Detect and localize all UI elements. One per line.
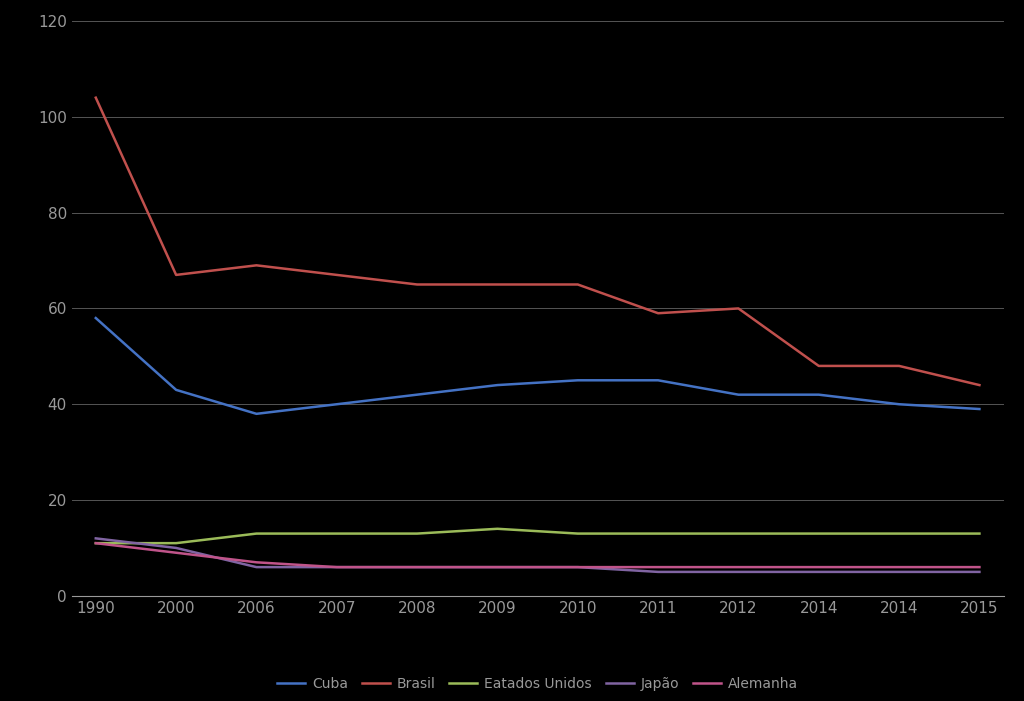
Cuba	[893, 400, 905, 409]
Brasil	[170, 271, 182, 279]
Alemanha	[90, 539, 102, 547]
Eatados Unidos	[571, 529, 584, 538]
Eatados Unidos	[90, 539, 102, 547]
Japão	[973, 568, 985, 576]
Japão	[652, 568, 665, 576]
Cuba	[170, 386, 182, 394]
Eatados Unidos	[732, 529, 744, 538]
Eatados Unidos	[411, 529, 423, 538]
Eatados Unidos	[331, 529, 343, 538]
Alemanha	[571, 563, 584, 571]
Eatados Unidos	[973, 529, 985, 538]
Eatados Unidos	[492, 524, 504, 533]
Alemanha	[973, 563, 985, 571]
Cuba	[411, 390, 423, 399]
Brasil	[250, 261, 262, 269]
Japão	[250, 563, 262, 571]
Eatados Unidos	[170, 539, 182, 547]
Japão	[411, 563, 423, 571]
Cuba	[250, 409, 262, 418]
Japão	[331, 563, 343, 571]
Eatados Unidos	[893, 529, 905, 538]
Cuba	[732, 390, 744, 399]
Eatados Unidos	[250, 529, 262, 538]
Alemanha	[250, 558, 262, 566]
Brasil	[893, 362, 905, 370]
Japão	[732, 568, 744, 576]
Alemanha	[492, 563, 504, 571]
Brasil	[492, 280, 504, 289]
Brasil	[90, 93, 102, 102]
Line: Cuba: Cuba	[96, 318, 979, 414]
Alemanha	[893, 563, 905, 571]
Cuba	[571, 376, 584, 384]
Line: Eatados Unidos: Eatados Unidos	[96, 529, 979, 543]
Japão	[893, 568, 905, 576]
Line: Alemanha: Alemanha	[96, 543, 979, 567]
Brasil	[652, 309, 665, 318]
Line: Japão: Japão	[96, 538, 979, 572]
Cuba	[652, 376, 665, 384]
Brasil	[331, 271, 343, 279]
Eatados Unidos	[652, 529, 665, 538]
Brasil	[813, 362, 825, 370]
Cuba	[973, 404, 985, 413]
Cuba	[90, 314, 102, 322]
Cuba	[813, 390, 825, 399]
Eatados Unidos	[813, 529, 825, 538]
Brasil	[732, 304, 744, 313]
Japão	[571, 563, 584, 571]
Alemanha	[331, 563, 343, 571]
Brasil	[571, 280, 584, 289]
Japão	[492, 563, 504, 571]
Japão	[813, 568, 825, 576]
Alemanha	[170, 548, 182, 557]
Brasil	[411, 280, 423, 289]
Alemanha	[652, 563, 665, 571]
Japão	[90, 534, 102, 543]
Line: Brasil: Brasil	[96, 97, 979, 385]
Japão	[170, 544, 182, 552]
Legend: Cuba, Brasil, Eatados Unidos, Japão, Alemanha: Cuba, Brasil, Eatados Unidos, Japão, Ale…	[271, 672, 804, 697]
Alemanha	[411, 563, 423, 571]
Brasil	[973, 381, 985, 389]
Cuba	[492, 381, 504, 389]
Cuba	[331, 400, 343, 409]
Alemanha	[732, 563, 744, 571]
Alemanha	[813, 563, 825, 571]
